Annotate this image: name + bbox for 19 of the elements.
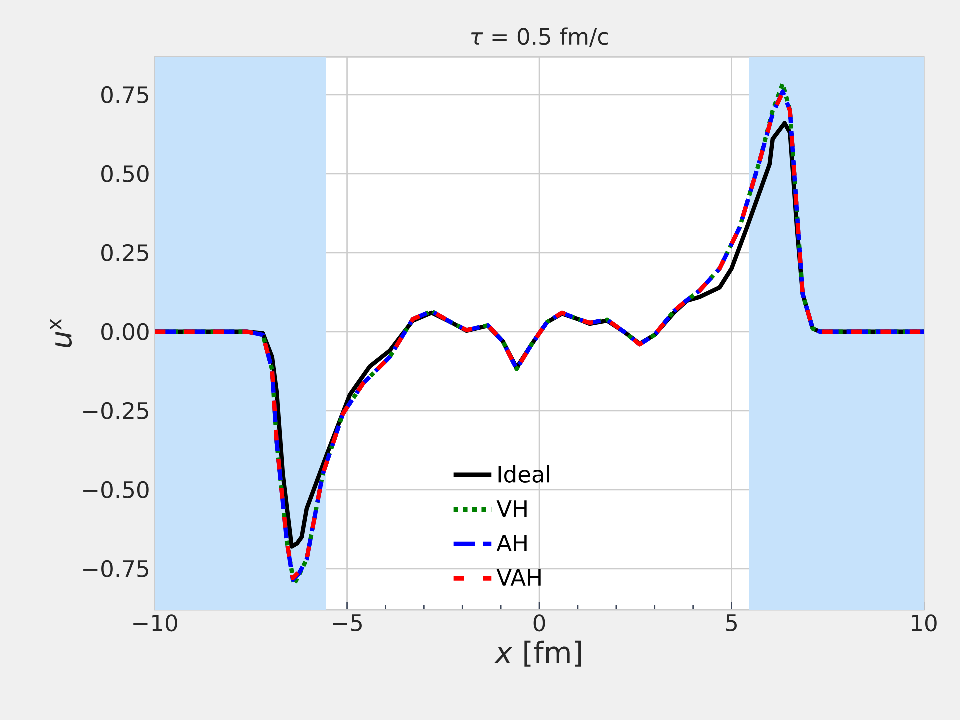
legend-label: VH — [496, 500, 527, 518]
legend-label: Ideal — [498, 465, 550, 483]
y-tick-label: −0.75 — [84, 560, 148, 578]
x-tick-label: −5 — [333, 614, 362, 632]
x-axis-title: x [fm] — [494, 640, 582, 667]
x-tick-label: 0 — [534, 614, 546, 632]
x-tick-label: 10 — [912, 614, 937, 632]
y-tick-label: 0.25 — [102, 244, 148, 262]
y-tick-label: 0.00 — [102, 323, 149, 340]
y-axis-title: u$^{x}$ — [50, 319, 72, 348]
legend-label: AH — [496, 534, 527, 552]
y-tick-label: 0.75 — [102, 86, 148, 104]
x-tick-label: 5 — [726, 614, 737, 632]
y-tick-label: −0.25 — [84, 402, 148, 420]
chart-title: τ = 0.5 fm/c — [471, 28, 608, 48]
y-tick-label: −0.50 — [84, 481, 149, 498]
legend-label: VAH — [496, 569, 541, 586]
x-tick-label: −10 — [134, 614, 178, 632]
y-tick-label: 0.50 — [102, 165, 149, 182]
